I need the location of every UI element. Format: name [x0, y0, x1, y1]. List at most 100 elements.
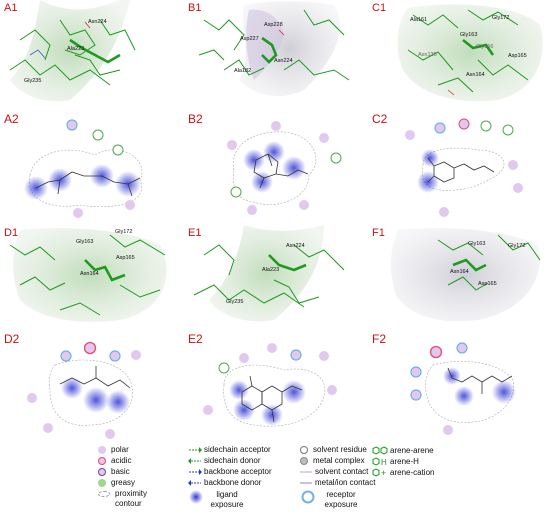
residue-label: Ala161	[410, 17, 428, 23]
legend: polar acidic basic greasy proximity cont…	[88, 446, 548, 514]
residue-label: Gly166	[476, 44, 494, 50]
legend-item-arene-h: H arene-H	[372, 457, 419, 466]
interaction-2d-diagram	[227, 121, 342, 215]
backbone-acceptor-arrow-icon	[189, 469, 202, 475]
interaction-2d-diagram	[27, 341, 141, 439]
docking-3d-view	[198, 1, 350, 97]
panel-label: D2	[4, 332, 20, 346]
panel-label: C1	[372, 2, 387, 14]
residue-label: Ala223	[67, 46, 85, 52]
svg-text:H: H	[381, 458, 387, 466]
sidechain-acceptor-arrow-icon	[189, 447, 202, 453]
legend-item-arene-cation: + arene-cation	[372, 468, 434, 477]
panel-F2: F2	[368, 330, 550, 442]
panel-label: C2	[372, 112, 388, 126]
residue-label: Asp165	[116, 255, 135, 261]
residue-label: Gly172	[492, 15, 510, 21]
legend-item-metal-ion-contact: metal/ion contact	[300, 479, 375, 487]
panel-label: E2	[188, 332, 203, 346]
residue-label: Asp165	[478, 281, 497, 287]
residue-label: Gly163	[468, 241, 486, 247]
legend-item-solvent-residue: solvent residue	[300, 446, 367, 454]
docking-3d-view	[193, 225, 345, 322]
svg-text:+: +	[381, 468, 386, 477]
panel-D2: D2	[0, 330, 182, 442]
legend-item-acidic: acidic	[98, 457, 131, 465]
polar-swatch-icon	[98, 446, 106, 454]
panel-label: B1	[188, 2, 202, 14]
panel-A2: A2	[0, 110, 182, 220]
panel-label: D1	[4, 227, 19, 239]
sidechain-donor-arrow-icon	[188, 458, 201, 464]
legend-item-sidechain-donor: sidechain donor	[188, 457, 260, 465]
legend-item-backbone-donor: backbone donor	[188, 479, 261, 487]
residue-label: Gly172	[508, 243, 526, 249]
solvent-residue-icon	[300, 446, 308, 454]
legend-item-ligand-exposure: ligand exposure	[188, 490, 247, 510]
panel-label: E1	[188, 227, 202, 239]
panel-E1: E1 Asn224 Ala223 Gly235	[184, 225, 367, 325]
interaction-2d-diagram	[405, 118, 523, 217]
metal-complex-icon	[300, 457, 308, 465]
receptor-exposure-icon	[301, 490, 315, 504]
arene-arene-icon	[372, 446, 388, 455]
legend-item-arene-arene: arene-arene	[372, 446, 434, 455]
proximity-contour-icon	[98, 491, 110, 497]
residue-label: Asn164	[80, 271, 99, 277]
acidic-swatch-icon	[98, 457, 106, 465]
residue-label: Asp228	[264, 22, 283, 28]
arene-h-icon: H	[372, 457, 387, 466]
panel-F1: F1 Gly163 Gly172 Asn164 Asp165	[368, 225, 550, 325]
residue-label: Ala182	[234, 68, 252, 74]
metal-ion-contact-line-icon	[300, 482, 312, 484]
docking-3d-view	[9, 228, 167, 322]
solvent-contact-line-icon	[300, 471, 312, 473]
panel-B1: B1 Asp228 Asp227 Asn224 Ala182	[184, 0, 367, 105]
residue-label: Asn136	[418, 52, 437, 58]
docking-3d-view	[390, 228, 541, 322]
docking-3d-view	[397, 4, 543, 102]
greasy-swatch-icon	[98, 479, 106, 487]
residue-label: Asn164	[466, 72, 485, 78]
residue-label: Ala223	[262, 267, 280, 273]
legend-item-proximity: proximity contour	[98, 489, 155, 509]
legend-item-greasy: greasy	[98, 479, 135, 487]
interaction-2d-diagram	[410, 342, 516, 435]
legend-item-polar: polar	[98, 446, 129, 454]
legend-item-basic: basic	[98, 468, 130, 476]
residue-label: Asn224	[286, 243, 305, 249]
residue-label: Gly235	[226, 299, 244, 305]
panel-D1: D1 Gly163 Gly172 Asp165 Asn164	[0, 225, 182, 325]
interaction-2d-diagram	[203, 343, 337, 427]
panel-C1: C1 Ala161 Gly172 Gly163 Asn136 Gly166 As…	[368, 0, 550, 105]
panel-A1: A1 Asn224 Ala223 Gly235	[0, 0, 182, 105]
legend-item-sidechain-acceptor: sidechain acceptor	[188, 446, 271, 454]
docking-3d-view	[9, 0, 136, 102]
residue-label: Asn224	[88, 19, 107, 25]
residue-label: Gly163	[460, 32, 478, 38]
residue-label: Gly163	[76, 239, 94, 245]
interaction-2d-diagram	[24, 119, 143, 218]
residue-label: Asn164	[450, 269, 469, 275]
legend-item-solvent-contact: solvent contact	[300, 468, 368, 476]
panel-label: A1	[4, 2, 18, 14]
panel-label: F2	[372, 332, 387, 346]
panel-label: F1	[372, 227, 385, 239]
legend-item-metal-complex: metal complex	[300, 457, 365, 465]
legend-item-backbone-acceptor: backbone acceptor	[188, 468, 272, 476]
residue-label: Gly172	[115, 229, 133, 235]
backbone-donor-arrow-icon	[188, 480, 201, 486]
panel-label: B2	[188, 112, 203, 126]
panel-E2: E2	[184, 330, 367, 442]
arene-cation-icon: +	[372, 468, 386, 477]
residue-label: Asp227	[240, 36, 259, 42]
residue-label: Gly235	[24, 78, 42, 84]
panel-C2: C2	[368, 110, 550, 220]
basic-swatch-icon	[98, 468, 106, 476]
residue-label: Asp165	[508, 53, 527, 59]
panel-B2: B2	[184, 110, 367, 220]
legend-item-receptor-exposure: receptor exposure	[300, 490, 363, 510]
ligand-exposure-icon	[189, 490, 203, 504]
residue-label: Asn224	[274, 58, 293, 64]
panel-label: A2	[4, 112, 19, 126]
